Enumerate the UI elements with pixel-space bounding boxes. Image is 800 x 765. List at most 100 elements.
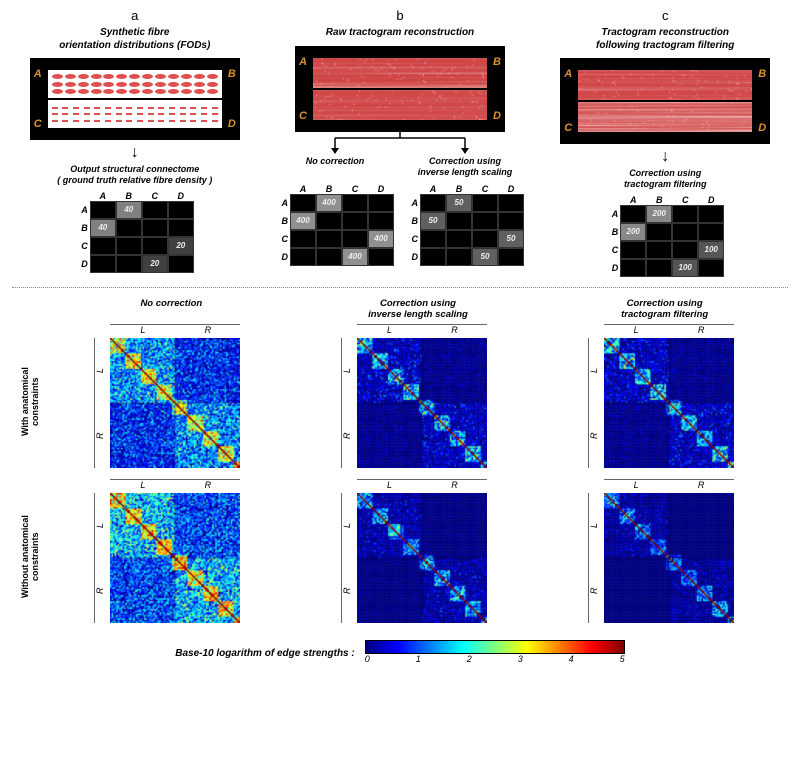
matrix-b-right: ABCDA50B50C50D50 xyxy=(406,184,524,266)
heatmap: LRLR xyxy=(580,324,750,479)
matrix-cell xyxy=(342,230,368,248)
panel-title-c: Tractogram reconstruction following trac… xyxy=(596,27,734,52)
bottom-grid: With anatomical constraints Without anat… xyxy=(12,298,788,634)
matrix-cell xyxy=(698,259,724,277)
matrix-cell xyxy=(116,237,142,255)
matrix-cell: 400 xyxy=(290,212,316,230)
matrix-cell xyxy=(368,212,394,230)
caption-b-left: No correction xyxy=(306,156,365,180)
corner-c-c: C xyxy=(564,122,572,134)
section-divider xyxy=(12,287,788,288)
matrix-cell: 200 xyxy=(620,223,646,241)
matrix-cell xyxy=(116,255,142,273)
panel-a: a Synthetic fibre orientation distributi… xyxy=(12,8,258,277)
heat-col-2: Correction using tractogram filteringLRL… xyxy=(545,298,785,634)
matrix-cell xyxy=(646,223,672,241)
matrix-cell: 200 xyxy=(646,205,672,223)
matrix-cell xyxy=(646,241,672,259)
matrix-cell xyxy=(368,248,394,266)
matrix-cell xyxy=(342,194,368,212)
arrow-a: ↓ xyxy=(131,144,139,162)
heat-title: Correction using tractogram filtering xyxy=(621,298,708,322)
matrix-b-left: ABCDA400B400C400D400 xyxy=(276,184,394,266)
panel-b: b Raw tractogram reconstruction A B C D … xyxy=(258,8,543,277)
matrix-cell: 100 xyxy=(698,241,724,259)
matrix-cell xyxy=(368,194,394,212)
matrix-cell xyxy=(672,205,698,223)
panel-letter-a: a xyxy=(131,8,138,23)
matrix-cell xyxy=(446,248,472,266)
corner-a: A xyxy=(34,68,42,80)
matrix-cell xyxy=(498,248,524,266)
matrix-cell xyxy=(446,212,472,230)
heatmap: LRLR xyxy=(86,324,256,479)
matrix-cell xyxy=(672,223,698,241)
matrix-cell xyxy=(420,194,446,212)
matrix-cell xyxy=(446,230,472,248)
corner-d-b: D xyxy=(493,110,501,122)
corner-c: C xyxy=(34,118,42,130)
matrix-cell xyxy=(142,237,168,255)
panel-title-a: Synthetic fibre orientation distribution… xyxy=(59,27,210,52)
matrix-cell xyxy=(316,212,342,230)
tract-box-b: A B C D xyxy=(295,46,505,132)
colorbar-label: Base-10 logarithm of edge strengths : xyxy=(175,648,354,659)
corner-d-c: D xyxy=(758,122,766,134)
caption-b-right: Correction using inverse length scaling xyxy=(418,156,513,180)
heatmap: LRLR xyxy=(333,324,503,479)
top-section: a Synthetic fibre orientation distributi… xyxy=(0,0,800,277)
tract-lower-c xyxy=(578,102,752,132)
panel-title-b: Raw tractogram reconstruction xyxy=(326,27,474,40)
matrix-cell: 50 xyxy=(420,212,446,230)
matrix-cell: 40 xyxy=(116,201,142,219)
sub-caption-a: Output structural connectome ( ground tr… xyxy=(57,164,212,187)
heat-title: No correction xyxy=(140,298,202,322)
fod-upper xyxy=(48,70,222,98)
matrix-cell xyxy=(90,237,116,255)
arrow-c: ↓ xyxy=(661,148,669,166)
row-label-0: With anatomical constraints xyxy=(12,324,48,479)
row-label-1: Without anatomical constraints xyxy=(12,479,48,634)
matrix-cell xyxy=(698,223,724,241)
tract-lower-b xyxy=(313,90,487,120)
panel-letter-b: b xyxy=(396,8,403,23)
tract-upper-c xyxy=(578,70,752,100)
corner-b-c: B xyxy=(758,68,766,80)
matrix-cell xyxy=(620,259,646,277)
colorbar xyxy=(365,640,625,654)
panel-letter-c: c xyxy=(662,8,669,23)
matrix-c: ABCDA200B200C100D100 xyxy=(606,195,724,277)
matrix-cell xyxy=(620,241,646,259)
matrix-cell xyxy=(620,205,646,223)
matrix-cell xyxy=(472,194,498,212)
panel-c: c Tractogram reconstruction following tr… xyxy=(542,8,788,277)
heat-col-1: Correction using inverse length scalingL… xyxy=(298,298,538,634)
matrix-cell xyxy=(90,255,116,273)
fod-lower xyxy=(48,100,222,128)
matrix-cell xyxy=(316,230,342,248)
fod-box: A B C D xyxy=(30,58,240,140)
branch-arrows xyxy=(295,132,505,156)
sub-caption-c: Correction using tractogram filtering xyxy=(624,168,707,191)
heatmap: LRLR xyxy=(333,479,503,634)
matrix-cell: 400 xyxy=(368,230,394,248)
matrix-cell: 400 xyxy=(342,248,368,266)
matrix-cell: 50 xyxy=(472,248,498,266)
matrix-cell xyxy=(168,219,194,237)
matrix-cell xyxy=(472,230,498,248)
matrix-cell xyxy=(316,248,342,266)
corner-b: B xyxy=(228,68,236,80)
matrix-cell xyxy=(142,219,168,237)
panel-b-left: No correction ABCDA400B400C400D400 xyxy=(276,156,394,266)
matrix-cell xyxy=(672,241,698,259)
matrix-cell xyxy=(420,248,446,266)
tract-box-c: A B C D xyxy=(560,58,770,144)
matrix-cell xyxy=(698,205,724,223)
bottom-section: With anatomical constraints Without anat… xyxy=(0,298,800,668)
matrix-cell xyxy=(498,194,524,212)
fod-glyphs-small xyxy=(48,100,222,128)
matrix-cell: 40 xyxy=(90,219,116,237)
heatmap: LRLR xyxy=(86,479,256,634)
heat-col-0: No correctionLRLRLRLR xyxy=(51,298,291,634)
corner-a-b: A xyxy=(299,56,307,68)
